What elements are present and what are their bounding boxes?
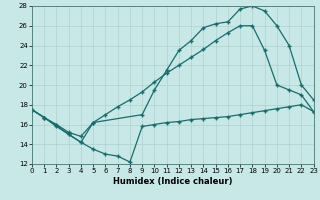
X-axis label: Humidex (Indice chaleur): Humidex (Indice chaleur)	[113, 177, 233, 186]
